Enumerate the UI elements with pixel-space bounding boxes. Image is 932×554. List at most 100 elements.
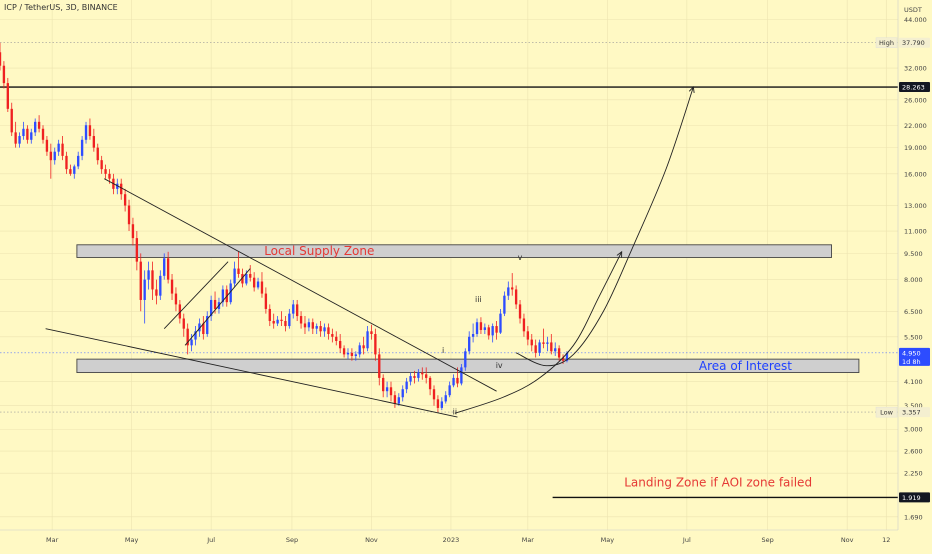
candle-body [26,128,29,140]
projection-curve [454,251,623,414]
price-tick-label: 2.250 [904,470,923,478]
candle-body [151,270,154,290]
candle-body [0,52,2,66]
trendline [45,328,458,418]
candle-body [518,304,522,319]
candle-body [448,385,451,396]
time-tick-label: Sep [762,536,774,544]
candle-body [53,151,56,161]
candle-body [241,273,244,284]
price-tick-label: 9.500 [904,250,923,258]
candle-body [272,320,275,324]
price-tick-label: 2.600 [904,448,923,456]
candle-body [147,270,150,280]
candle-body [213,299,217,309]
annotation-label: Landing Zone if AOI zone failed [624,476,812,490]
candle-body [503,295,506,314]
candle-body [550,342,553,352]
candle-body [159,275,162,296]
candle-body [413,376,416,378]
annotations: Local Supply Zone Area of Interest Landing… [264,244,812,489]
candle-body [256,281,260,288]
price-badge-label: Low [880,409,893,417]
candle-body [370,331,373,335]
candle-body [80,139,84,156]
candle-body [2,65,6,84]
candle-body [69,169,72,174]
candle-body [61,143,64,156]
candle-body [382,377,385,392]
candle-body [546,342,549,344]
candle-body [542,342,545,344]
arrow-head [616,250,623,258]
candle-body [299,316,303,324]
candle-body [96,147,99,161]
price-badge-value: 3.357 [902,409,921,417]
candle-body [417,372,420,378]
candle-body [174,293,178,305]
time-tick-label: Jul [206,536,215,544]
candle-body [178,304,182,319]
candle-body [315,326,318,329]
candle-body [131,224,135,239]
candle-body [565,352,569,361]
candle-body [425,374,428,378]
price-badge [899,37,930,48]
candle-body [284,320,287,327]
wave-label: i [442,346,444,355]
candle-body [135,238,139,262]
candle-body [538,342,541,353]
candle-body [389,387,393,396]
wave-label: iv [496,361,503,370]
wave-label: iii [475,295,482,304]
candle-body [84,125,88,140]
candle-body [487,327,490,336]
candle-body [186,328,189,346]
price-tick-label: 8.000 [904,276,923,284]
wave-label: v [518,253,523,262]
horizontal-lines [0,86,898,499]
candle-body [252,277,256,288]
time-tick-label: May [125,536,139,544]
candle-body [88,125,92,137]
candle-body [108,173,111,179]
time-tick-label: 12 [882,536,890,544]
candle-body [409,376,412,382]
candle-body [338,340,342,349]
zone-box [76,358,860,374]
zone-box [76,244,832,258]
candle-body [268,308,271,321]
candle-body [182,318,185,329]
candle-body [100,160,103,170]
zone-label: Local Supply Zone [264,244,374,258]
zone-label: Area of Interest [699,359,792,373]
price-tick-label: 6.500 [904,308,923,316]
candle-body [65,155,68,170]
price-badge-tag [875,406,898,418]
candle-body [374,334,377,355]
candle-body [393,395,397,404]
price-tick-label: 4.100 [904,378,923,386]
candle-body [170,279,174,294]
candle-body [233,268,236,284]
candle-body [37,121,41,129]
price-tick-label: 26.000 [904,96,927,104]
price-badge-value: 28.263 [902,84,925,92]
candle-body [30,132,33,140]
candle-body [116,183,119,189]
price-tick-label: 22.000 [904,122,927,130]
candle-body [194,331,197,340]
time-tick-label: Jul [682,536,691,544]
time-tick-label: Mar [522,536,535,544]
candle-body [127,205,131,225]
grid [0,0,898,530]
candle-body [327,327,330,335]
candle-body [522,318,526,332]
candle-body [514,289,518,305]
price-tick-label: 13.000 [904,202,927,210]
candle-body [475,322,479,335]
arrow-head [688,86,695,94]
